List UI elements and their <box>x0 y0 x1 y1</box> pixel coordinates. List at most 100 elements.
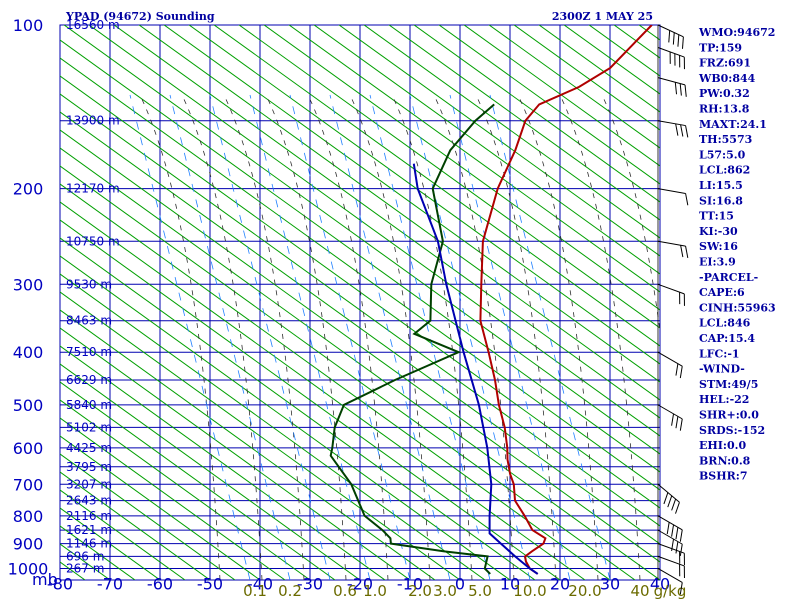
index-line: PW:0.32 <box>699 87 750 100</box>
dry-adiabat <box>60 381 336 580</box>
dry-adiabat <box>60 363 361 580</box>
chart-grid <box>59 24 661 581</box>
dry-adiabat <box>60 309 436 580</box>
y-tick-label: 900 <box>13 535 44 554</box>
height-label: 9530 m <box>66 277 112 291</box>
index-line: CAPE:6 <box>699 286 745 299</box>
height-label: 13900 m <box>66 114 120 128</box>
index-line: CAP:15.4 <box>699 332 755 345</box>
height-label: 3795 m <box>66 460 112 474</box>
x-tick-label: -50 <box>197 575 223 594</box>
dry-adiabat <box>413 25 660 203</box>
mixing-ratio-line <box>249 94 371 580</box>
dry-adiabat <box>60 219 561 580</box>
dry-adiabat <box>60 291 461 580</box>
wind-barb <box>657 77 687 97</box>
mixing-ratio-label: 3.0 <box>433 582 457 600</box>
index-line: RH:13.8 <box>699 103 750 116</box>
mixing-ratio-lines <box>129 94 611 580</box>
x-tick-label: 30 <box>600 575 620 594</box>
dry-adiabat <box>60 273 486 580</box>
moist-adiabat <box>517 94 599 580</box>
mixing-ratio-line <box>369 94 491 580</box>
dry-adiabat <box>513 25 660 131</box>
dry-adiabat <box>263 25 660 311</box>
x-tick-label: -20 <box>347 575 373 594</box>
index-line: KI:-30 <box>699 225 738 238</box>
dry-adiabat <box>60 183 611 580</box>
x-tick-label: -30 <box>297 575 323 594</box>
index-line: SI:16.8 <box>699 194 743 207</box>
mixing-ratio-line <box>129 94 251 580</box>
mixing-ratio-line <box>329 94 451 580</box>
index-line: -PARCEL- <box>699 271 758 284</box>
series-line-3 <box>412 163 539 575</box>
height-labels: 16560 m 13900 m 12170 m 10750 m 9530 m 8463 m… <box>66 18 120 575</box>
wind-barb <box>657 404 683 431</box>
x-tick-label: 40 <box>650 575 670 594</box>
index-line: EI:3.9 <box>699 256 736 269</box>
x-tick-label: 10 <box>500 575 520 594</box>
dry-adiabat <box>60 57 660 491</box>
y-tick-label: 300 <box>13 275 44 294</box>
wind-barb <box>657 240 689 259</box>
dry-adiabat <box>0 0 10 580</box>
moist-adiabat <box>307 94 389 580</box>
dry-adiabat <box>488 25 660 149</box>
x-tick-label: -10 <box>397 575 423 594</box>
wind-barb <box>657 24 684 49</box>
mixing-ratio-label: 0.6 <box>333 582 357 600</box>
index-line: BRN:0.8 <box>699 454 751 467</box>
wind-barb <box>657 529 683 557</box>
mixing-ratio-line <box>289 94 411 580</box>
mixing-ratio-label: 1.0 <box>363 582 387 600</box>
y-tick-label: 800 <box>13 507 44 526</box>
dry-adiabat <box>60 201 586 580</box>
dry-adiabat <box>60 237 536 580</box>
dry-adiabat <box>363 25 660 239</box>
index-line: FRZ:691 <box>699 57 751 70</box>
moist-adiabat <box>559 94 641 580</box>
dry-adiabat <box>60 165 636 580</box>
wind-barb <box>657 543 685 566</box>
height-label: 1621 m <box>66 523 112 537</box>
dry-adiabat <box>138 25 660 401</box>
wind-barb <box>657 555 685 578</box>
index-line: WB0:844 <box>698 72 756 85</box>
index-line: STM:49/5 <box>699 378 758 391</box>
series-line-2 <box>329 103 495 575</box>
index-line: SRDS:-152 <box>699 424 765 437</box>
y-tick-label: 600 <box>13 439 44 458</box>
height-label: 5102 m <box>66 420 112 434</box>
height-label: 7510 m <box>66 345 112 359</box>
moist-adiabat <box>223 94 305 580</box>
dry-adiabat <box>60 111 660 545</box>
index-line: -WIND- <box>699 363 745 376</box>
dry-adiabat <box>313 25 660 275</box>
moist-adiabat <box>139 94 221 580</box>
wind-barb <box>657 120 689 138</box>
dry-adiabat <box>60 255 511 580</box>
index-line: CINH:55963 <box>699 301 776 314</box>
index-line: EHI:0.0 <box>699 439 746 452</box>
dry-adiabat <box>163 25 660 383</box>
height-label: 696 m <box>66 549 104 563</box>
height-label: 16560 m <box>66 18 120 32</box>
mixing-ratio-line <box>209 94 331 580</box>
dry-adiabat <box>63 25 660 455</box>
mixing-ratio-line <box>409 94 531 580</box>
dry-adiabat <box>388 25 660 221</box>
mixing-ratio-label: 10.0 <box>513 582 546 600</box>
height-label: 2643 m <box>66 494 112 508</box>
y-tick-label: 700 <box>13 475 44 494</box>
mixing-ratio-label: 2.0 <box>408 582 432 600</box>
height-label: 3207 m <box>66 477 112 491</box>
index-line: L57:5.0 <box>699 148 746 161</box>
moist-adiabat <box>181 94 263 580</box>
moist-adiabat <box>265 94 347 580</box>
dry-adiabat <box>60 327 411 580</box>
mixing-ratio-label: 40 <box>630 582 649 600</box>
y-unit-label: mb <box>32 570 58 589</box>
